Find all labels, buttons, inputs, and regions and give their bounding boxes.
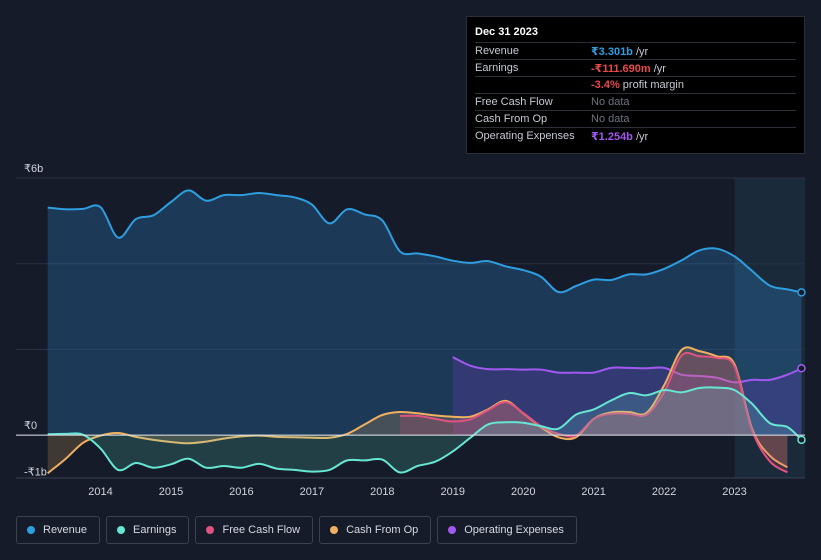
- legend-label: Free Cash Flow: [222, 524, 301, 536]
- tooltip-row-label: Earnings: [475, 62, 519, 74]
- legend-item-earnings[interactable]: Earnings: [106, 516, 190, 544]
- legend-item-revenue[interactable]: Revenue: [16, 516, 101, 544]
- tooltip-row-value: ₹1.254b /yr: [591, 131, 649, 143]
- tooltip-row: Revenue ₹3.301b /yr: [475, 42, 796, 60]
- free-cash-flow-area: [399, 352, 788, 473]
- x-tick-label: 2019: [441, 486, 465, 498]
- operating-expenses-end-marker: [797, 364, 806, 373]
- y-tick-label: ₹0: [24, 420, 37, 432]
- tooltip-row: -3.4% profit margin: [475, 76, 796, 94]
- free-cash-flow-line: [399, 351, 788, 474]
- x-tick-label: 2015: [159, 486, 183, 498]
- legend-item-operating-expenses[interactable]: Operating Expenses: [437, 516, 577, 544]
- x-tick-label: 2014: [88, 486, 112, 498]
- earnings-area: [47, 387, 802, 473]
- x-tick-label: 2018: [370, 486, 394, 498]
- x-tick-label: 2022: [652, 486, 676, 498]
- x-tick-label: 2020: [511, 486, 535, 498]
- tooltip-date: Dec 31 2023: [475, 26, 538, 38]
- tooltip-row: Earnings -₹111.690m /yr: [475, 59, 796, 77]
- cash-from-op-line: [47, 346, 788, 475]
- tooltip-row-value: No data: [591, 113, 630, 125]
- tooltip-row-value: -3.4% profit margin: [591, 79, 684, 91]
- x-tick-label: 2016: [229, 486, 253, 498]
- y-tick-label: -₹1b: [24, 466, 47, 478]
- operating-expenses-area: [452, 357, 802, 436]
- earnings-line: [47, 386, 803, 474]
- legend-dot-icon: [448, 526, 457, 534]
- x-tick-label: 2021: [581, 486, 605, 498]
- recent-period-band: [734, 178, 805, 478]
- tooltip-row-value: ₹3.301b /yr: [591, 46, 649, 58]
- tooltip-row: Operating Expenses ₹1.254b /yr: [475, 127, 796, 145]
- tooltip-row-label: Cash From Op: [475, 113, 548, 125]
- legend-label: Cash From Op: [346, 524, 419, 536]
- tooltip-row-value: -₹111.690m /yr: [591, 63, 666, 75]
- legend-dot-icon: [117, 526, 126, 534]
- tooltip-row-label: Free Cash Flow: [475, 96, 553, 108]
- revenue-area: [47, 190, 802, 436]
- legend-dot-icon: [330, 526, 339, 534]
- legend-label: Revenue: [43, 524, 88, 536]
- x-tick-label: 2017: [300, 486, 324, 498]
- tooltip-row: Free Cash Flow No data: [475, 93, 796, 111]
- chart-canvas: ₹6b ₹0 -₹1b 2014 2015 2016 2017 2018 2019 2020 202…: [16, 163, 806, 498]
- legend-label: Operating Expenses: [464, 524, 564, 536]
- legend-dot-icon: [206, 526, 215, 534]
- tooltip-row-value: No data: [591, 96, 630, 108]
- y-tick-label: ₹6b: [24, 163, 43, 175]
- legend-dot-icon: [27, 526, 35, 534]
- revenue-end-marker: [797, 288, 806, 297]
- tooltip-row-label: Revenue: [475, 45, 520, 57]
- x-tick-label: 2023: [722, 486, 746, 498]
- legend-item-free-cash-flow[interactable]: Free Cash Flow: [195, 516, 314, 544]
- tooltip-row-label: Operating Expenses: [475, 130, 575, 142]
- tooltip-panel: Dec 31 2023 Revenue ₹3.301b /yr Earnings -₹…: [466, 16, 805, 154]
- legend-label: Earnings: [133, 524, 177, 536]
- operating-expenses-line: [452, 356, 802, 384]
- tooltip-row: Cash From Op No data: [475, 110, 796, 128]
- revenue-line: [47, 189, 802, 294]
- legend-item-cash-from-op[interactable]: Cash From Op: [319, 516, 432, 544]
- chart-legend: Revenue Earnings Free Cash Flow Cash From O…: [16, 516, 577, 546]
- cash-from-op-area: [47, 347, 788, 474]
- earnings-end-marker: [797, 435, 806, 445]
